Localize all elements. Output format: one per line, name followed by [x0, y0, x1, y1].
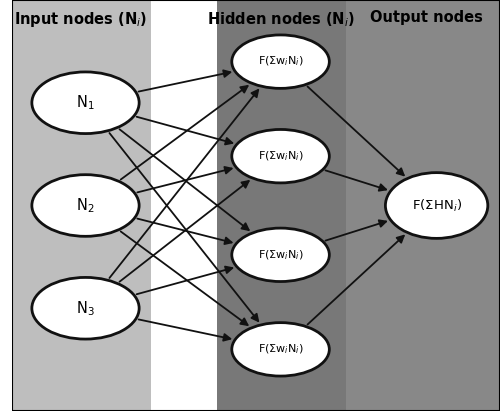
Ellipse shape: [32, 277, 139, 339]
Text: F(Σw$_i$N$_i$): F(Σw$_i$N$_i$): [258, 55, 304, 69]
Ellipse shape: [232, 129, 330, 183]
Ellipse shape: [32, 175, 139, 236]
Text: F(Σw$_i$N$_i$): F(Σw$_i$N$_i$): [258, 149, 304, 163]
Ellipse shape: [232, 228, 330, 282]
Text: Hidden nodes (N$_i$): Hidden nodes (N$_i$): [206, 10, 354, 29]
Ellipse shape: [32, 72, 139, 134]
Text: F(ΣHN$_i$): F(ΣHN$_i$): [412, 197, 462, 214]
Text: Output nodes: Output nodes: [370, 10, 484, 25]
Text: N$_3$: N$_3$: [76, 299, 95, 318]
Ellipse shape: [232, 323, 330, 376]
Bar: [346, 0, 500, 411]
Bar: [152, 0, 217, 411]
Bar: [217, 0, 346, 411]
Text: N$_1$: N$_1$: [76, 93, 95, 112]
Ellipse shape: [386, 173, 488, 238]
Text: F(Σw$_i$N$_i$): F(Σw$_i$N$_i$): [258, 342, 304, 356]
Text: N$_2$: N$_2$: [76, 196, 94, 215]
Text: Input nodes (N$_i$): Input nodes (N$_i$): [14, 10, 147, 29]
Bar: [12, 0, 151, 411]
Text: F(Σw$_i$N$_i$): F(Σw$_i$N$_i$): [258, 248, 304, 262]
Ellipse shape: [232, 35, 330, 88]
